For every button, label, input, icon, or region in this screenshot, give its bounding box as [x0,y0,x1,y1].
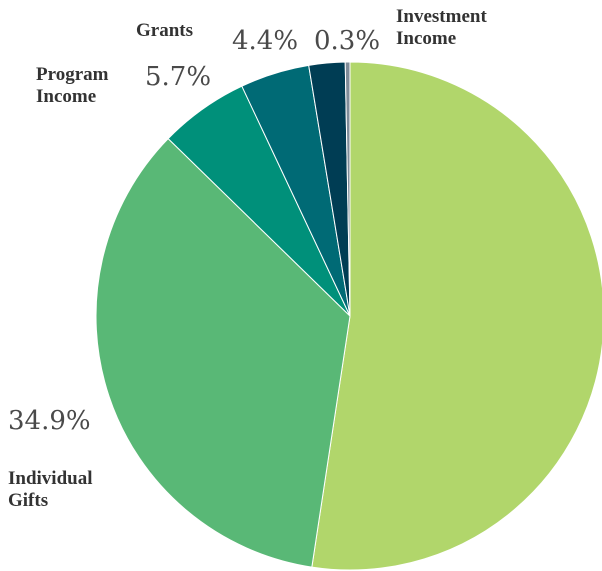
investment-income-label-line-1: Investment [396,6,487,27]
individual-gifts-percent: 34.9% [8,406,91,436]
individual-gifts-label-line-1: Individual [8,468,93,489]
pie-slice-largest-slice [311,61,602,571]
investment-income-percent: 0.3% [314,26,381,56]
individual-gifts-label-line-2: Gifts [8,490,49,511]
program-income-label-line-2: Income [36,86,97,107]
pie-slices [95,61,602,571]
grants-percent: 4.4% [232,26,299,56]
program-income-percent: 5.7% [145,62,212,92]
grants-label-line-1: Grants [136,20,193,41]
program-income-label: Program Income [36,64,108,108]
investment-income-label-line-2: Income [396,28,457,49]
pie-slice-investment-income [344,61,351,317]
individual-gifts-label: Individual Gifts [8,468,93,512]
pie-slice-individual-gifts [95,137,351,568]
grants-label: Grants [136,20,193,42]
investment-income-label: Investment Income [396,6,487,50]
program-income-label-line-1: Program [36,64,109,85]
